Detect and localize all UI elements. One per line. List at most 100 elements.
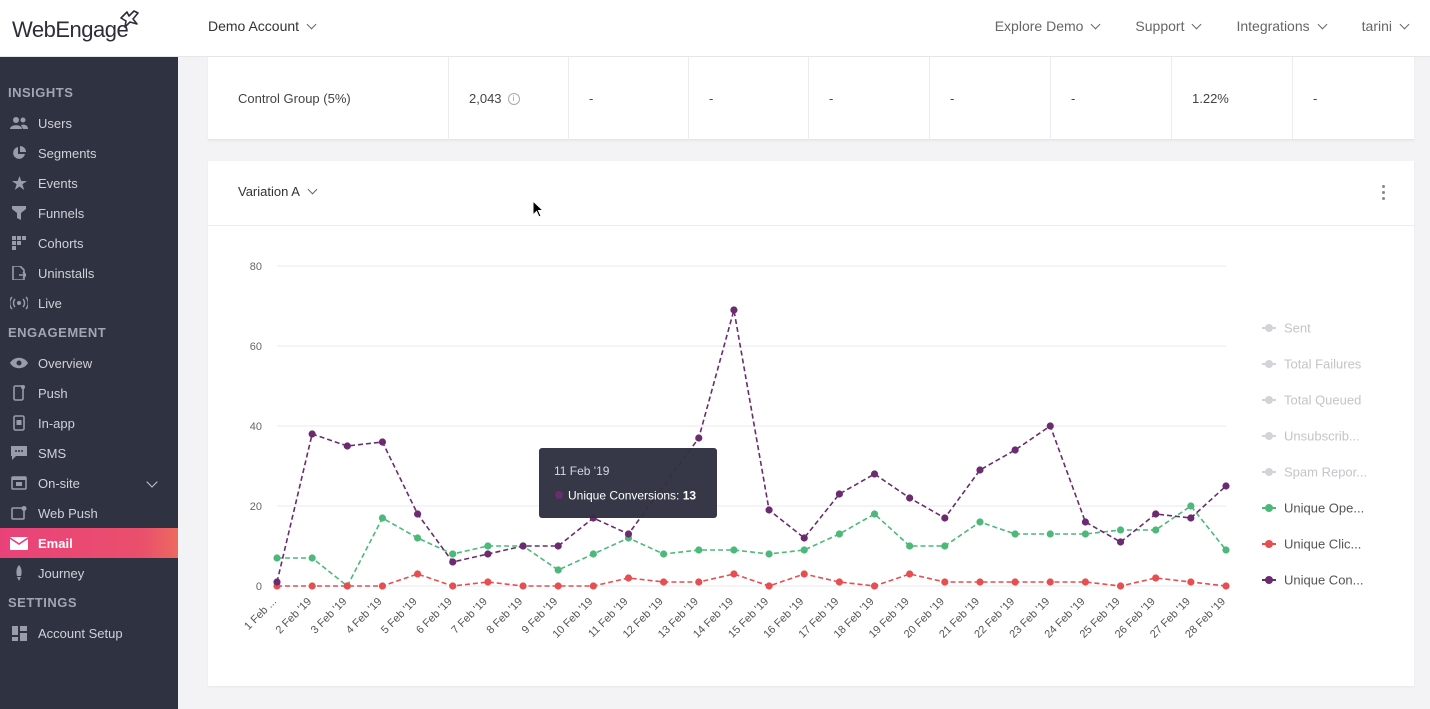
users-icon (8, 115, 30, 131)
sidebar-item-label: Events (38, 175, 78, 191)
grid-icon (8, 235, 30, 251)
chevron-down-icon (1090, 19, 1101, 29)
data-point-opens (1116, 526, 1125, 534)
series-clicks (273, 570, 1230, 590)
cell-value: - (709, 91, 714, 106)
data-point-conversions (730, 306, 738, 314)
legend-item[interactable]: Total Queued (1262, 393, 1361, 408)
series-line-conversions (276, 309, 1227, 583)
data-point-opens (800, 546, 808, 554)
y-tick-label: 0 (256, 581, 262, 593)
sidebar-item-label: Segments (38, 145, 97, 161)
sidebar-item-account-setup[interactable]: Account Setup (0, 618, 178, 648)
legend-marker (1265, 504, 1273, 512)
chevron-down-icon (306, 19, 317, 29)
legend-item[interactable]: Unique Con... (1262, 573, 1364, 588)
sidebar: INSIGHTS Users Segments Events Funnels C… (0, 57, 178, 709)
cell-value: - (950, 91, 955, 106)
series-line-clicks (277, 573, 1227, 587)
table-cell: - (1292, 57, 1414, 140)
legend-marker (1265, 540, 1273, 548)
support-menu[interactable]: Support (1135, 18, 1202, 34)
integrations-menu[interactable]: Integrations (1236, 18, 1328, 34)
sidebar-item-web-push[interactable]: Web Push (0, 498, 178, 528)
sidebar-item-users[interactable]: Users (0, 108, 178, 138)
legend-item[interactable]: Unique Ope... (1262, 501, 1364, 516)
explore-demo-menu[interactable]: Explore Demo (995, 18, 1101, 34)
legend-item[interactable]: Spam Repor... (1262, 465, 1367, 480)
data-point-conversions (624, 530, 633, 538)
sidebar-item-email[interactable]: Email (0, 528, 178, 558)
data-point-clicks (765, 582, 773, 590)
webengage-logo[interactable]: WebEngage (12, 10, 139, 46)
data-point-clicks (589, 582, 597, 590)
sidebar-item-events[interactable]: Events (0, 168, 178, 198)
eye-icon (8, 355, 30, 371)
sidebar-item-uninstalls[interactable]: Uninstalls (0, 258, 178, 288)
legend-item[interactable]: Sent (1262, 321, 1311, 336)
table-cell: - (929, 57, 1050, 140)
legend-marker (1265, 576, 1273, 584)
data-point-clicks (413, 570, 422, 578)
legend-label: Total Queued (1284, 393, 1361, 408)
y-tick-label: 20 (250, 501, 262, 513)
sidebar-item-label: Users (38, 115, 72, 131)
variation-selector[interactable]: Variation A (238, 184, 318, 199)
account-selector[interactable]: Demo Account (208, 18, 317, 34)
tooltip-date: 11 Feb '19 (554, 464, 610, 478)
data-point-opens (589, 550, 597, 558)
data-point-conversions (835, 490, 843, 498)
legend-label: Unique Clic... (1284, 537, 1361, 552)
sidebar-item-sms[interactable]: SMS (0, 438, 178, 468)
sidebar-item-on-site[interactable]: On-site (0, 468, 178, 498)
data-point-conversions (976, 466, 984, 474)
series-line-opens (277, 504, 1227, 588)
data-point-clicks (624, 574, 633, 582)
sidebar-item-in-app[interactable]: In-app (0, 408, 178, 438)
legend-item[interactable]: Total Failures (1262, 357, 1362, 372)
legend-label: Total Failures (1284, 357, 1362, 372)
x-tick-label: 5 Feb '19 (379, 596, 420, 637)
data-point-opens (308, 554, 316, 562)
sidebar-item-journey[interactable]: Journey (0, 558, 178, 588)
data-point-conversions (449, 558, 457, 566)
stats-table: Control Group (5%) 2,043 i - - - - - 1.2… (208, 57, 1414, 140)
more-options-icon[interactable] (1382, 185, 1386, 201)
data-point-clicks (343, 582, 351, 590)
x-tick-label: 8 Feb '19 (484, 596, 525, 637)
data-point-opens (1011, 530, 1019, 538)
sidebar-item-segments[interactable]: Segments (0, 138, 178, 168)
support-label: Support (1135, 18, 1185, 34)
sidebar-item-label: Push (38, 385, 68, 401)
data-point-conversions (1222, 482, 1230, 490)
sidebar-item-funnels[interactable]: Funnels (0, 198, 178, 228)
sidebar-item-live[interactable]: Live (0, 288, 178, 318)
user-menu[interactable]: tarini (1362, 18, 1410, 34)
integrations-label: Integrations (1236, 18, 1310, 34)
sidebar-item-label: Funnels (38, 205, 85, 221)
data-point-clicks (308, 582, 316, 590)
row-label: Control Group (5%) (238, 91, 351, 106)
data-point-clicks (976, 578, 984, 586)
sidebar-item-push[interactable]: Push (0, 378, 178, 408)
sidebar-item-label: Email (38, 535, 73, 551)
data-point-conversions (1081, 518, 1090, 526)
legend-item[interactable]: Unsubscrib... (1262, 429, 1360, 444)
info-icon[interactable]: i (507, 92, 520, 105)
sidebar-item-overview[interactable]: Overview (0, 348, 178, 378)
uninstall-icon (8, 265, 30, 281)
legend-label: Unique Ope... (1284, 501, 1364, 516)
table-cell: - (1050, 57, 1171, 140)
chevron-down-icon[interactable] (146, 476, 158, 488)
cell-value: 1.22% (1192, 91, 1229, 106)
data-point-opens (1152, 526, 1160, 534)
sidebar-item-cohorts[interactable]: Cohorts (0, 228, 178, 258)
data-point-opens (765, 550, 773, 558)
table-cell: - (808, 57, 929, 140)
data-point-opens (835, 530, 843, 538)
sidebar-item-label: Cohorts (38, 235, 84, 251)
data-point-conversions (308, 430, 316, 438)
legend-item[interactable]: Unique Clic... (1262, 537, 1361, 552)
legend-label: Sent (1284, 321, 1311, 336)
